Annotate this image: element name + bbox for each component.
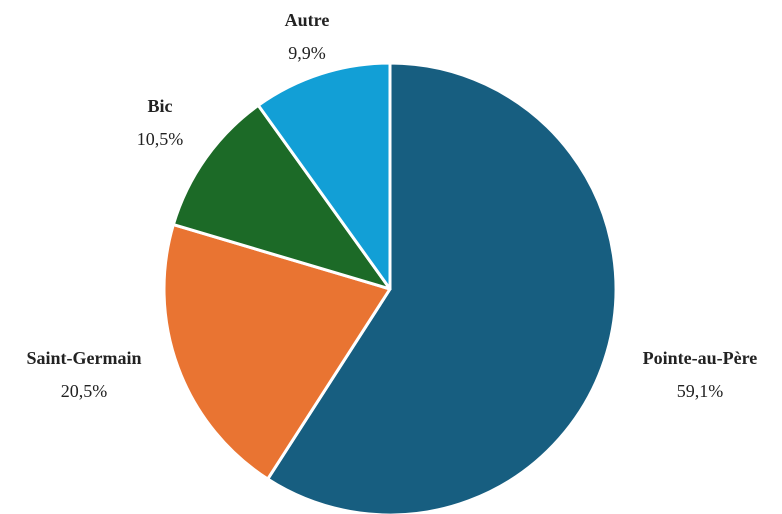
slice-label: Autre — [285, 10, 330, 30]
slice-value: 59,1% — [677, 381, 724, 401]
slice-label: Bic — [148, 96, 173, 116]
pie-slice — [266, 61, 618, 514]
slice-value: 20,5% — [61, 381, 108, 401]
slice-value: 10,5% — [137, 129, 184, 149]
pie-slice — [171, 103, 392, 291]
pie-slice — [162, 223, 392, 481]
pie-slice — [256, 61, 392, 291]
slice-value: 9,9% — [288, 43, 326, 63]
slice-label: Pointe-au-Père — [643, 348, 758, 368]
slice-label: Saint-Germain — [27, 348, 142, 368]
